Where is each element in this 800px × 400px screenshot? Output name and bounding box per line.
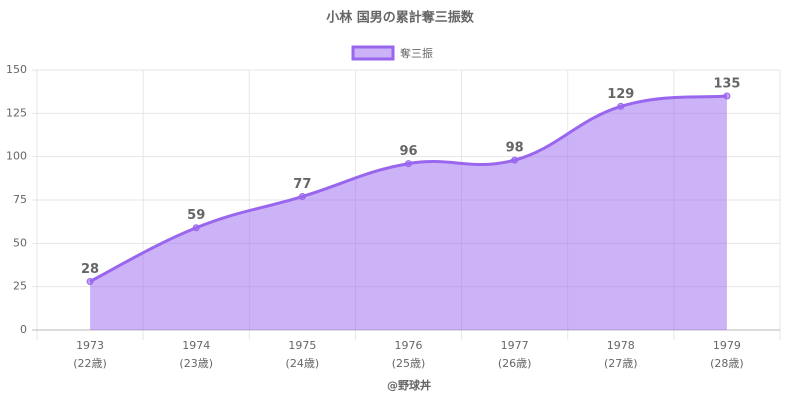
y-tick-label: 150 bbox=[6, 63, 27, 76]
legend-swatch bbox=[351, 45, 395, 61]
point bbox=[405, 160, 412, 168]
x-tick-sublabel: (23歳) bbox=[179, 357, 213, 370]
x-tick-sublabel: (24歳) bbox=[286, 357, 320, 370]
x-tick-sublabel: (22歳) bbox=[73, 357, 107, 370]
legend-label: 奪三振 bbox=[400, 46, 433, 60]
chart-title: 小林 国男の累計奪三振数 bbox=[326, 10, 475, 26]
y-tick-label: 0 bbox=[20, 323, 27, 336]
point bbox=[723, 92, 731, 100]
point bbox=[86, 277, 94, 285]
value-label: 135 bbox=[713, 77, 740, 92]
y-tick-label: 50 bbox=[13, 236, 27, 249]
x-axis-label: @野球丼 bbox=[387, 378, 431, 392]
point bbox=[192, 224, 200, 232]
y-tick-label: 25 bbox=[13, 280, 27, 293]
point bbox=[298, 193, 306, 201]
x-tick-label: 1974 bbox=[182, 339, 210, 352]
point bbox=[511, 156, 519, 164]
y-tick-label: 100 bbox=[6, 150, 27, 163]
x-tick-label: 1976 bbox=[395, 339, 423, 352]
value-label: 77 bbox=[293, 177, 311, 192]
x-tick-label: 1977 bbox=[501, 339, 529, 352]
point bbox=[617, 102, 625, 110]
x-tick-sublabel: (25歳) bbox=[392, 357, 426, 370]
x-tick-label: 1978 bbox=[607, 339, 635, 352]
area bbox=[90, 96, 727, 330]
value-label: 96 bbox=[399, 144, 417, 159]
x-tick-label: 1975 bbox=[288, 339, 316, 352]
x-tick-sublabel: (27歳) bbox=[604, 357, 638, 370]
value-label: 98 bbox=[506, 141, 524, 156]
x-tick-label: 1979 bbox=[713, 339, 741, 352]
value-label: 59 bbox=[187, 208, 205, 223]
y-tick-label: 125 bbox=[6, 106, 27, 119]
x-tick-sublabel: (28歳) bbox=[710, 357, 744, 370]
x-tick-sublabel: (26歳) bbox=[498, 357, 532, 370]
value-label: 28 bbox=[81, 262, 99, 277]
y-tick-label: 75 bbox=[13, 193, 27, 206]
value-label: 129 bbox=[607, 87, 634, 102]
x-tick-label: 1973 bbox=[76, 339, 104, 352]
